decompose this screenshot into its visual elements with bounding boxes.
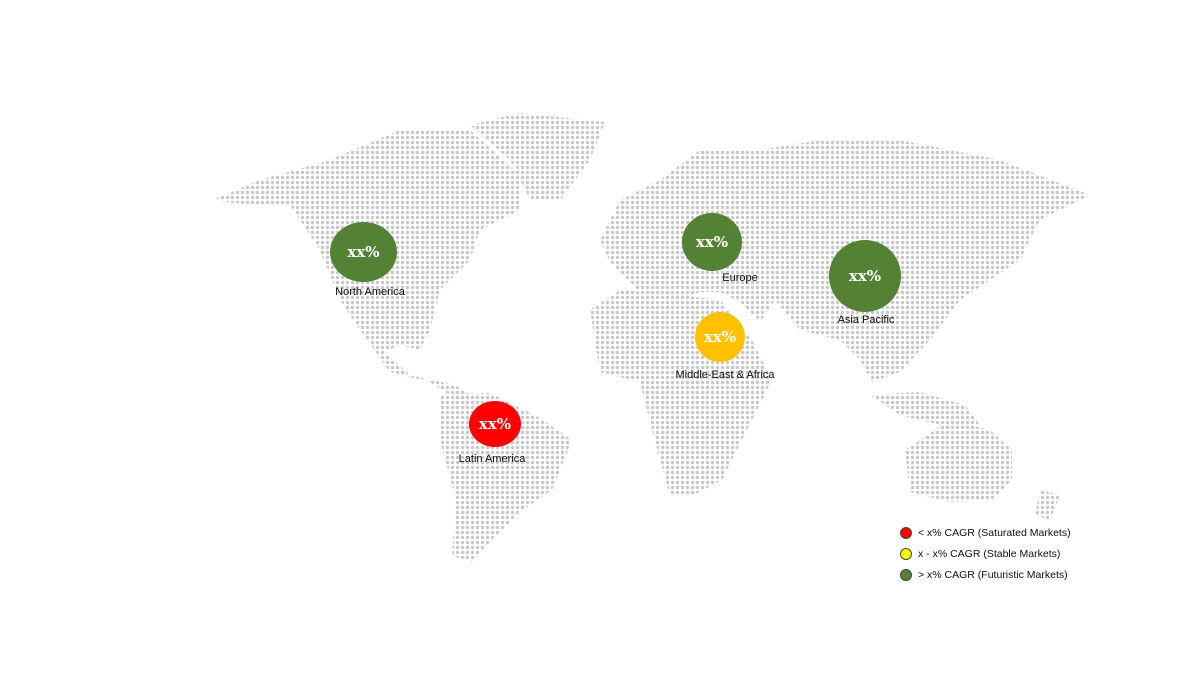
- latin-america-value: xx%: [478, 415, 512, 433]
- europe-bubble: xx%: [682, 213, 742, 271]
- legend-item-stable: x - x% CAGR (Stable Markets): [900, 543, 1071, 564]
- australia-landmass: [905, 420, 1012, 502]
- asia-pacific-bubble: xx%: [829, 240, 901, 312]
- legend-label: > x% CAGR (Futuristic Markets): [918, 568, 1068, 581]
- middle-east-africa-value: xx%: [703, 328, 737, 346]
- green-dot-icon: [900, 568, 912, 581]
- legend-label: < x% CAGR (Saturated Markets): [918, 526, 1071, 539]
- latin-america-bubble: xx%: [469, 401, 521, 447]
- asia-pacific-label: Asia Pacific: [837, 314, 895, 326]
- legend-item-futuristic: > x% CAGR (Futuristic Markets): [900, 564, 1071, 585]
- latin-america-label: Latin America: [458, 453, 526, 465]
- europe-value: xx%: [695, 233, 729, 251]
- legend: < x% CAGR (Saturated Markets) x - x% CAG…: [900, 522, 1071, 585]
- middle-east-africa-bubble: xx%: [695, 312, 745, 362]
- yellow-dot-icon: [900, 547, 912, 560]
- north-america-label: North America: [335, 286, 405, 298]
- asia-pacific-value: xx%: [848, 267, 882, 285]
- legend-label: x - x% CAGR (Stable Markets): [918, 547, 1061, 560]
- southeast-asia-islands: [870, 392, 980, 425]
- north-america-bubble: xx%: [330, 222, 397, 282]
- legend-item-saturated: < x% CAGR (Saturated Markets): [900, 522, 1071, 543]
- new-zealand-landmass: [1035, 490, 1060, 520]
- middle-east-africa-label: Middle-East & Africa: [675, 369, 775, 381]
- north-america-value: xx%: [347, 243, 380, 261]
- europe-label: Europe: [722, 272, 758, 284]
- red-dot-icon: [900, 526, 912, 539]
- africa-landmass: [590, 290, 772, 496]
- greenland-landmass: [470, 113, 605, 200]
